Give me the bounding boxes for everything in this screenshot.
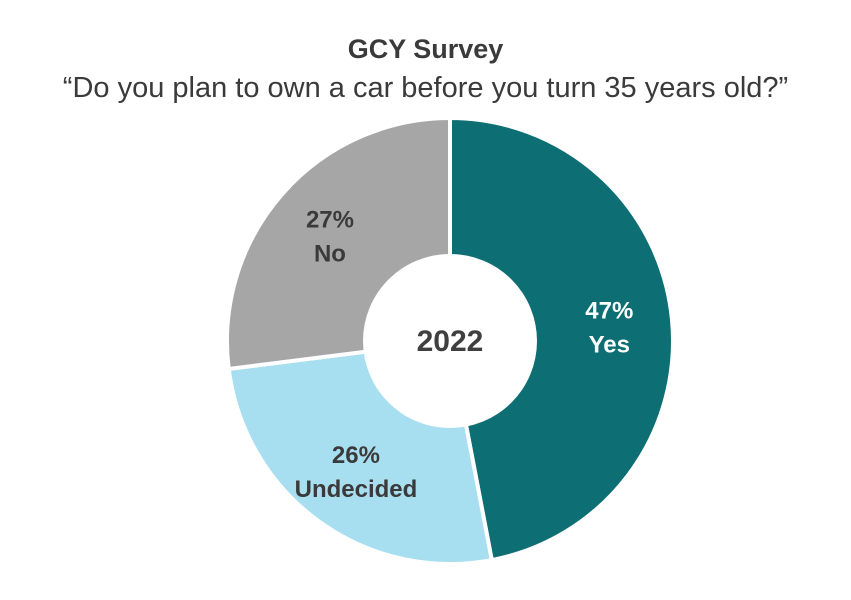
slice-value-yes: 47% <box>585 297 633 324</box>
slice-label-undecided: Undecided <box>295 476 418 503</box>
chart-subtitle: “Do you plan to own a car before you tur… <box>62 72 789 104</box>
slice-label-no: No <box>314 241 346 268</box>
center-year-label: 2022 <box>417 325 484 358</box>
donut-hole <box>363 254 537 428</box>
slice-label-yes: Yes <box>589 331 630 358</box>
slice-value-no: 27% <box>306 207 354 234</box>
slice-value-undecided: 26% <box>332 442 380 469</box>
chart-title: GCY Survey <box>347 34 504 64</box>
slice-yes <box>448 115 675 563</box>
slice-labels: 47% Yes 26% Undecided 27% No <box>295 207 634 503</box>
